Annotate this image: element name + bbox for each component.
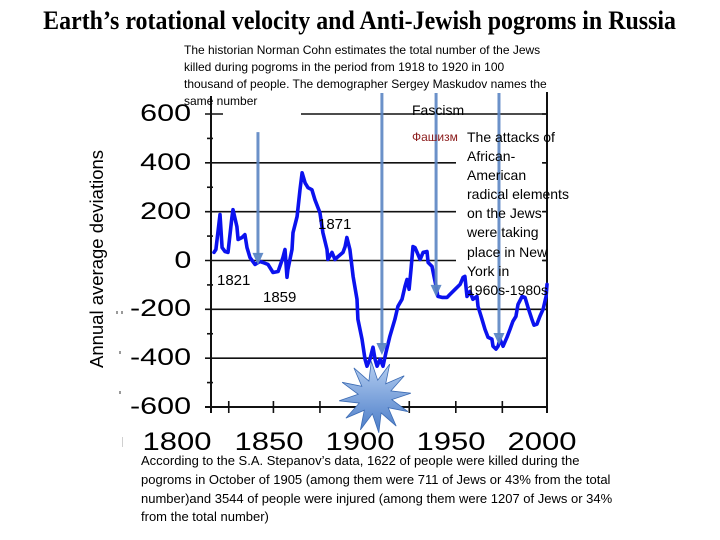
note-line: American [467, 167, 527, 184]
series-line [212, 171, 549, 369]
note-line: The attacks of [467, 129, 555, 145]
event-arrow [252, 132, 264, 265]
note-cohn-estimate: The historian Norman Cohn estimates the … [184, 42, 547, 110]
note-line: African- [467, 148, 516, 165]
note-line: York in [467, 262, 510, 279]
note-line: pogroms in October of 1905 (among them w… [141, 471, 611, 487]
slide-title: Earth’s rotational velocity and Anti-Jew… [43, 6, 677, 35]
note-line: The historian Norman Cohn estimates the … [184, 43, 541, 57]
note-line: thousand of people. The demographer Serg… [184, 77, 547, 91]
x-tick-label: 2000 [507, 428, 577, 456]
arrow-head-icon [493, 332, 505, 345]
note-line: were taking [467, 224, 539, 241]
note-line: same number [184, 94, 258, 108]
event-arrow [430, 93, 442, 297]
note-line: on the Jews [467, 205, 542, 222]
artifact-mark [121, 311, 123, 314]
note-line: According to the S.A. Stepanov’s data, 1… [141, 453, 580, 468]
annotation-fascism: Fascism [412, 102, 465, 118]
note-line: from the total number) [141, 509, 269, 525]
x-tick-label: 1900 [325, 428, 395, 456]
arrow-head-icon [252, 252, 264, 265]
y-tick-label: -600 [129, 393, 191, 420]
artifact-mark [116, 311, 118, 314]
arrow-head-icon [430, 284, 442, 297]
annotation-fascism-russian: Фашизм [412, 130, 458, 144]
y-tick-label: 400 [140, 149, 191, 176]
x-tick-label: 1800 [142, 428, 212, 456]
annotation-1821: 1821 [217, 272, 251, 289]
arrow-head-icon [376, 342, 388, 355]
artifact-mark [119, 351, 121, 354]
y-tick-label: 600 [140, 100, 191, 127]
x-tick-label: 1950 [416, 428, 486, 456]
burst-marker-layer [339, 361, 411, 433]
artifact-mark [119, 391, 121, 394]
artifact-mark [122, 437, 123, 447]
y-axis-label: Annual average deviations [86, 149, 107, 369]
event-arrow [376, 93, 388, 355]
note-new-york-attacks: The attacks of African- American radical… [467, 128, 569, 300]
y-tick-label: 200 [140, 198, 191, 225]
burst-star-icon [339, 361, 411, 433]
top-note-background [223, 109, 301, 118]
x-tick-label: 1850 [234, 428, 304, 456]
y-tick-label: -400 [129, 344, 191, 371]
y-tick-label: -200 [129, 295, 191, 322]
note-line: number)and 3544 of people were injured (… [141, 490, 613, 506]
annotation-1871: 1871 [318, 216, 352, 233]
note-line: place in New [467, 243, 548, 260]
note-stepanov-data: According to the S.A. Stepanov’s data, 1… [141, 452, 612, 527]
y-tick-label: 0 [174, 247, 191, 274]
arrows [252, 93, 505, 355]
note-line: killed during pogroms in the period from… [184, 60, 505, 74]
note-line: 1960s-1980s [467, 281, 548, 298]
note-line: radical elements [467, 186, 569, 203]
series-layer [212, 171, 549, 369]
event-arrow [493, 93, 505, 345]
annotation-1859: 1859 [263, 289, 297, 306]
